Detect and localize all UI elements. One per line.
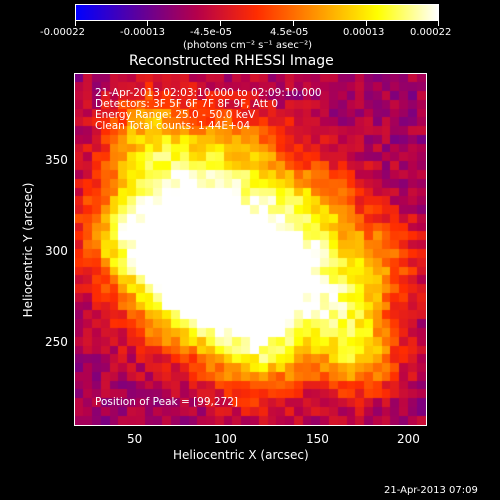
footer-timestamp: 21-Apr-2013 07:09 xyxy=(384,485,478,496)
colorbar-gradient xyxy=(76,5,438,20)
y-tick-label: 300 xyxy=(45,244,68,258)
info-line: Clean Total counts: 1.44E+04 xyxy=(95,120,251,132)
colorbar-tick-label: 4.5e-05 xyxy=(270,27,309,38)
x-tick-label: 50 xyxy=(127,432,143,446)
colorbar-tick-label: 0.00022 xyxy=(410,27,452,38)
y-axis-label: Heliocentric Y (arcsec) xyxy=(21,182,35,318)
colorbar-units-label: (photons cm⁻² s⁻¹ asec⁻²) xyxy=(183,40,313,51)
info-line: 21-Apr-2013 02:03:10.000 to 02:09:10.000 xyxy=(95,87,322,99)
colorbar-tick-label: -0.00013 xyxy=(120,27,165,38)
x-axis-label: Heliocentric X (arcsec) xyxy=(173,448,309,462)
y-tick-label: 250 xyxy=(45,335,68,349)
colorbar xyxy=(75,4,439,21)
reconstructed-image xyxy=(75,74,426,425)
info-line: Detectors: 3F 5F 6F 7F 8F 9F, Att 0 xyxy=(95,98,279,110)
chart-title: Reconstructed RHESSI Image xyxy=(129,53,334,69)
plot-area: 21-Apr-2013 02:03:10.000 to 02:09:10.000… xyxy=(74,73,427,426)
x-tick-label: 200 xyxy=(397,432,420,446)
info-line: Energy Range: 25.0 - 50.0 keV xyxy=(95,109,256,121)
colorbar-tick-label: -4.5e-05 xyxy=(190,27,232,38)
peak-position-label: Position of Peak = [99,272] xyxy=(95,396,239,408)
colorbar-tick-label: -0.00022 xyxy=(40,27,85,38)
y-tick-label: 350 xyxy=(45,153,68,167)
x-tick-label: 100 xyxy=(214,432,237,446)
colorbar-tick-label: 0.00013 xyxy=(343,27,385,38)
x-tick-label: 150 xyxy=(306,432,329,446)
